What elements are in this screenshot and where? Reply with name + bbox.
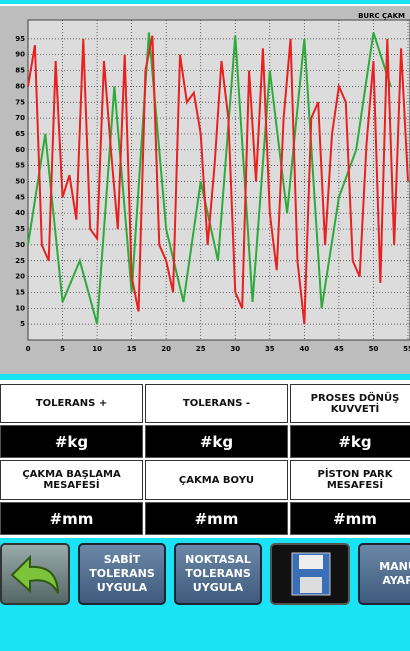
- chart: BURC ÇAKM 510152025303540455055606570758…: [15, 12, 410, 353]
- x-tick-label: 45: [334, 345, 344, 353]
- manual-settings-button[interactable]: MANU AYAR: [358, 543, 410, 605]
- y-tick-label: 45: [15, 193, 25, 201]
- point-tolerance-button[interactable]: NOKTASAL TOLERANS UYGULA: [174, 543, 262, 605]
- x-tick-label: 40: [299, 345, 309, 353]
- back-button[interactable]: [0, 543, 70, 605]
- y-tick-label: 60: [15, 146, 25, 154]
- value-cell: #kg: [0, 425, 143, 458]
- x-tick-label: 0: [26, 345, 31, 353]
- x-tick-label: 10: [92, 345, 102, 353]
- y-tick-label: 15: [15, 288, 25, 296]
- label-cell: TOLERANS -: [145, 384, 288, 423]
- y-tick-label: 5: [20, 320, 25, 328]
- back-icon: [10, 554, 59, 594]
- parameter-table: TOLERANS + TOLERANS - PROSES DÖNÜŞ KUVVETİ…: [0, 380, 410, 538]
- y-tick-label: 70: [15, 114, 25, 122]
- x-tick-label: 5: [60, 345, 65, 353]
- y-tick-label: 75: [15, 98, 25, 106]
- y-tick-label: 25: [15, 257, 25, 265]
- y-tick-label: 65: [15, 130, 25, 138]
- chart-title: BURC ÇAKM: [358, 12, 405, 20]
- save-icon: [291, 552, 331, 596]
- value-cell: #mm: [0, 502, 143, 535]
- x-tick-label: 35: [265, 345, 275, 353]
- save-button[interactable]: [270, 543, 350, 605]
- x-tick-label: 55: [403, 345, 410, 353]
- plot-area: [27, 19, 410, 341]
- fixed-tolerance-button[interactable]: SABİT TOLERANS UYGULA: [78, 543, 166, 605]
- y-tick-label: 40: [15, 209, 25, 217]
- x-tick-label: 30: [230, 345, 240, 353]
- y-tick-label: 30: [15, 241, 25, 249]
- y-tick-label: 35: [15, 225, 25, 233]
- value-cell: #kg: [290, 425, 410, 458]
- label-cell: ÇAKMA BOYU: [145, 460, 288, 500]
- y-tick-label: 85: [15, 67, 25, 75]
- y-tick-label: 90: [15, 51, 25, 59]
- y-tick-label: 20: [15, 273, 25, 281]
- chart-panel: BURC ÇAKM 5 10 15 20 25 30 35 40 45 50 55 60 65 70 75 8…: [0, 4, 410, 374]
- y-tick-label: 80: [15, 82, 25, 90]
- label-cell: PROSES DÖNÜŞ KUVVETİ: [290, 384, 410, 423]
- value-cell: #mm: [145, 502, 288, 535]
- label-cell: TOLERANS +: [0, 384, 143, 423]
- x-tick-label: 50: [369, 345, 379, 353]
- y-tick-label: 50: [15, 178, 25, 186]
- value-cell: #kg: [145, 425, 288, 458]
- label-cell: PİSTON PARK MESAFESİ: [290, 460, 410, 500]
- y-tick-label: 10: [15, 304, 25, 312]
- label-cell: ÇAKMA BAŞLAMA MESAFESİ: [0, 460, 143, 500]
- y-tick-label: 55: [15, 162, 25, 170]
- x-tick-label: 20: [161, 345, 171, 353]
- x-tick-label: 15: [127, 345, 137, 353]
- line-series: [27, 35, 409, 325]
- value-cell: #mm: [290, 502, 410, 535]
- x-tick-label: 25: [196, 345, 206, 353]
- y-tick-label: 95: [15, 35, 25, 43]
